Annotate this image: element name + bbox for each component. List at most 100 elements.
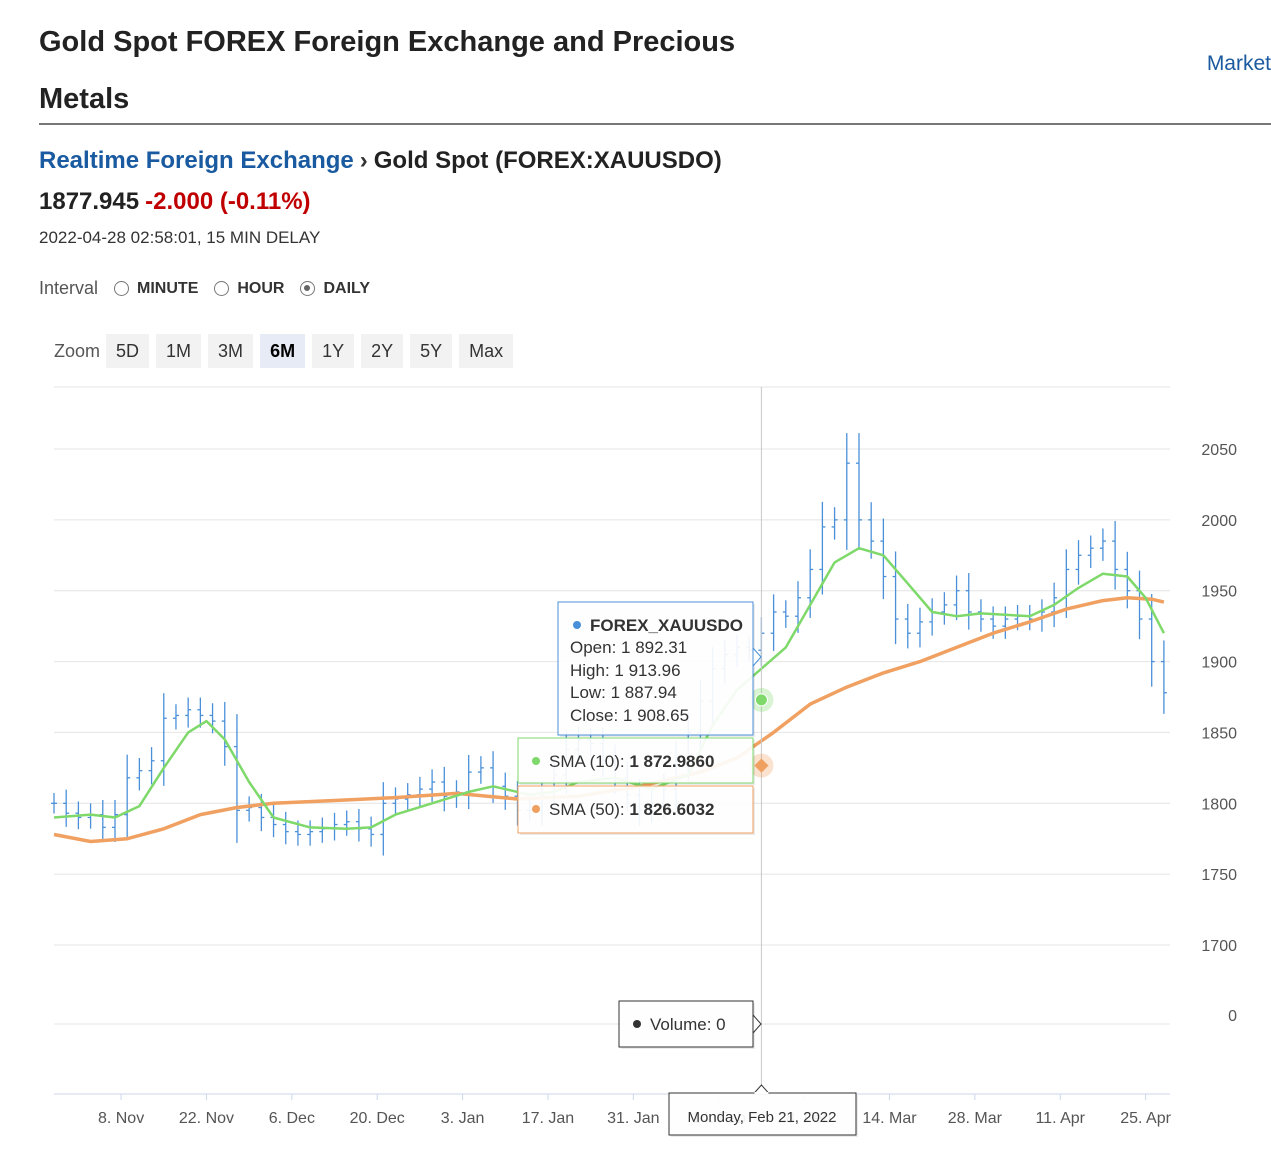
- y-tick-label: 1950: [1201, 584, 1237, 601]
- volume-tooltip-pointer: [752, 1013, 762, 1035]
- y-tick-label: 1800: [1201, 796, 1237, 813]
- ohlc-bar: [343, 810, 350, 836]
- x-tick-label: 20. Dec: [350, 1110, 405, 1127]
- radio-checked-icon[interactable]: [300, 281, 316, 296]
- ohlc-bar: [831, 507, 838, 540]
- tooltip-low: Low: 1 887.94: [570, 683, 677, 702]
- ohlc-bar: [1087, 535, 1094, 568]
- volume-dot-icon: [633, 1020, 641, 1028]
- ohlc-bar: [221, 701, 228, 766]
- x-tick-label: 8. Nov: [98, 1110, 144, 1127]
- ohlc-bar: [197, 697, 204, 728]
- interval-label: Interval: [39, 278, 99, 298]
- ohlc-bar: [819, 501, 826, 595]
- interval-selector: Interval MINUTE HOUR DAILY: [39, 278, 370, 299]
- tooltip-sma10: SMA (10): 1 872.9860: [549, 752, 714, 771]
- ohlc-bar: [282, 811, 289, 845]
- sma10-dot-icon: [532, 757, 540, 765]
- ohlc-bar: [916, 607, 923, 648]
- interval-option-label: HOUR: [237, 279, 285, 297]
- zoom-button-6m[interactable]: 6M: [260, 334, 306, 368]
- ohlc-bar: [502, 772, 509, 810]
- ohlc-bar: [111, 799, 118, 843]
- ohlc-bar: [929, 598, 936, 636]
- tooltip-close: Close: 1 908.65: [570, 706, 689, 725]
- quote-line: 1877.945 -2.000 (-0.11%): [39, 188, 311, 216]
- y-tick-label: 1750: [1201, 867, 1237, 884]
- x-tick-label: 22. Nov: [179, 1110, 234, 1127]
- last-price: 1877.945: [39, 188, 140, 215]
- breadcrumb-parent-link[interactable]: Realtime Foreign Exchange: [39, 147, 354, 174]
- ohlc-bar: [233, 714, 240, 843]
- tooltip-open: Open: 1 892.31: [570, 638, 687, 657]
- date-label: [668, 1092, 857, 1136]
- x-tick-label: 11. Apr: [1035, 1110, 1085, 1127]
- ohlc-bar: [953, 575, 960, 621]
- ohlc-bar: [843, 433, 850, 550]
- y-tick-label: 1850: [1201, 725, 1237, 742]
- market-link[interactable]: Market: [1206, 52, 1271, 75]
- ohlc-bar: [465, 754, 472, 810]
- ohlc-bar: [965, 573, 972, 630]
- ohlc-bar: [1075, 540, 1082, 585]
- zoom-button-1y[interactable]: 1Y: [312, 334, 355, 368]
- ohlc-bar: [977, 599, 984, 632]
- y-tick-label: 2000: [1201, 513, 1237, 530]
- ohlc-bar: [1099, 528, 1106, 561]
- ohlc-bar: [148, 747, 155, 785]
- ohlc-bar: [380, 782, 387, 856]
- x-tick-label: 3. Jan: [441, 1110, 485, 1127]
- interval-option-hour[interactable]: HOUR: [214, 280, 284, 298]
- zoom-button-3m[interactable]: 3M: [208, 334, 254, 368]
- ohlc-bar: [441, 766, 448, 812]
- ohlc-bar: [770, 594, 777, 651]
- ohlc-bar: [1026, 605, 1033, 631]
- sma10-tooltip: [517, 737, 754, 784]
- price-change: -2.000 (-0.11%): [145, 188, 311, 215]
- x-tick-label: 31. Jan: [607, 1110, 659, 1127]
- y-tick-label: 1900: [1201, 655, 1237, 672]
- tooltip-series-name: FOREX_XAUUSDO: [590, 616, 743, 635]
- y-tick-label: 1700: [1201, 938, 1237, 955]
- series-dot-icon: [573, 621, 581, 629]
- ohlc-tooltip: [557, 601, 754, 736]
- crosshair-date-label: Monday, Feb 21, 2022: [688, 1109, 837, 1126]
- interval-option-daily[interactable]: DAILY: [300, 280, 370, 298]
- sma10-point-marker: [754, 693, 768, 707]
- ohlc-bar: [172, 704, 179, 730]
- ohlc-bar: [307, 820, 314, 846]
- zoom-button-5d[interactable]: 5D: [106, 334, 150, 368]
- breadcrumb: Realtime Foreign Exchange › Gold Spot (FOR…: [39, 147, 722, 175]
- radio-icon[interactable]: [214, 281, 230, 296]
- zoom-button-5y[interactable]: 5Y: [410, 334, 453, 368]
- ohlc-bar: [246, 796, 253, 822]
- x-tick-label: 28. Mar: [948, 1110, 1003, 1127]
- sma50-dot-icon: [532, 805, 540, 813]
- zoom-selector: Zoom 5D 1M 3M 6M 1Y 2Y 5Y Max: [54, 334, 520, 368]
- x-tick-label: 14. Mar: [862, 1110, 917, 1127]
- sma50-point-marker: [754, 758, 769, 773]
- zoom-button-max[interactable]: Max: [459, 334, 514, 368]
- radio-icon[interactable]: [114, 281, 130, 296]
- ohlc-bar: [368, 816, 375, 847]
- zoom-button-2y[interactable]: 2Y: [361, 334, 404, 368]
- ohlc-bar: [868, 502, 875, 559]
- ohlc-bar: [941, 592, 948, 625]
- ohlc-bar: [124, 754, 131, 838]
- ohlc-bar: [99, 799, 106, 843]
- x-tick-label: 25. Apr: [1120, 1110, 1171, 1127]
- ohlc-bar: [855, 433, 862, 550]
- ohlc-bar: [270, 804, 277, 838]
- ohlc-bar: [331, 812, 338, 841]
- header-divider: [39, 123, 1271, 125]
- ohlc-bar: [392, 787, 399, 815]
- zoom-button-1m[interactable]: 1M: [156, 334, 202, 368]
- ohlc-bar: [355, 809, 362, 842]
- zoom-label: Zoom: [54, 340, 101, 361]
- sma50-tooltip: [517, 785, 754, 834]
- ohlc-bar: [1136, 570, 1143, 640]
- interval-option-minute[interactable]: MINUTE: [114, 280, 198, 298]
- ohlc-bar: [160, 693, 167, 786]
- ohlc-bar: [892, 551, 899, 645]
